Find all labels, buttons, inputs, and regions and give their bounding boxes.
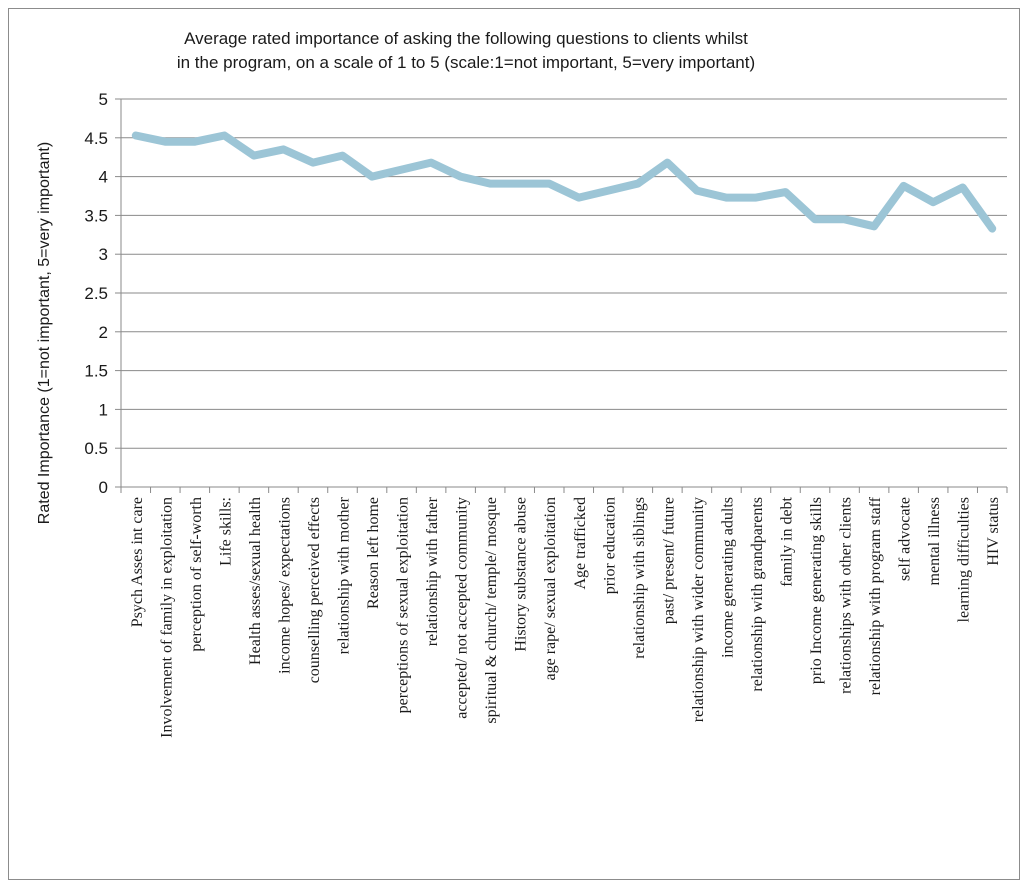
data-point <box>991 228 993 230</box>
x-tick-label: perceptions of sexual exploitation <box>395 497 412 713</box>
x-tick-label: relationship with mother <box>336 496 353 654</box>
chart-frame <box>8 8 1020 880</box>
x-tick-label: learning difficulties <box>956 497 973 622</box>
data-point <box>666 162 668 164</box>
x-tick-label: prio Income generating skills <box>808 497 825 684</box>
data-point <box>548 183 550 185</box>
data-point <box>194 141 196 143</box>
chart-title: Average rated importance of asking the f… <box>177 29 755 72</box>
data-point <box>282 148 284 150</box>
x-tick-label: Reason left home <box>365 497 382 609</box>
x-tick-label: Age trafficked <box>572 497 589 590</box>
data-point <box>401 169 403 171</box>
x-tick-label: relationship with father <box>424 496 441 646</box>
y-tick-label: 5 <box>99 90 108 109</box>
series-line <box>131 131 997 233</box>
x-tick-label: relationship with program staff <box>867 496 884 695</box>
y-tick-label: 0.5 <box>84 439 108 458</box>
x-tick-label: relationship with grandparents <box>749 497 766 692</box>
chart-title-line-2: in the program, on a scale of 1 to 5 (sc… <box>177 53 755 72</box>
y-tick-label: 0 <box>99 478 108 497</box>
y-tick-label: 3.5 <box>84 206 108 225</box>
data-point <box>312 162 314 164</box>
data-point <box>873 225 875 227</box>
y-axis-ticks: 0 0.5 1 1.5 2 2.5 3 3.5 4 4.5 5 <box>84 90 121 497</box>
data-point <box>696 190 698 192</box>
x-tick-label: past/ present/ future <box>660 497 677 624</box>
x-tick-label: Health asses/sexual health <box>247 497 264 665</box>
x-tick-label: mental illness <box>926 497 943 585</box>
x-tick-label: family in debt <box>779 496 796 586</box>
y-tick-label: 4.5 <box>84 129 108 148</box>
data-point <box>519 183 521 185</box>
data-point <box>844 218 846 220</box>
x-tick-label: counselling perceived effects <box>306 497 323 683</box>
x-tick-label: self advocate <box>897 497 914 581</box>
data-point <box>785 191 786 193</box>
data-point <box>814 218 816 220</box>
data-point <box>637 183 639 185</box>
series <box>131 131 997 233</box>
x-tick-label: Psych Asses int care <box>129 497 146 627</box>
data-point <box>135 134 137 136</box>
gridlines <box>121 98 1007 449</box>
data-point <box>903 185 905 187</box>
data-point <box>164 141 166 143</box>
y-tick-label: 1 <box>99 400 108 419</box>
data-point <box>932 201 934 203</box>
x-axis-ticks: Psych Asses int care Involvement of famil… <box>120 487 1008 738</box>
x-tick-label: prior education <box>601 497 618 594</box>
x-tick-label: Involvement of family in exploitation <box>158 497 175 738</box>
x-tick-label: relationships with other clients <box>838 497 855 694</box>
y-tick-label: 3 <box>99 245 108 264</box>
data-point <box>223 134 225 136</box>
data-point <box>371 176 373 178</box>
x-tick-label: spiritual & church/ temple/ mosque <box>483 497 500 724</box>
x-tick-label: HIV status <box>985 497 1002 566</box>
x-tick-label: income generating adults <box>719 497 736 658</box>
data-point <box>755 197 757 199</box>
y-tick-label: 4 <box>99 168 108 187</box>
data-point <box>962 186 964 188</box>
x-tick-label: accepted/ not accepted community <box>454 497 471 719</box>
data-point <box>430 162 432 164</box>
y-tick-label: 2.5 <box>84 284 108 303</box>
x-tick-label: relationship with siblings <box>631 497 648 659</box>
data-point <box>460 176 462 178</box>
y-axis-label: Rated Importance (1=not important, 5=ver… <box>36 142 53 524</box>
data-point <box>725 197 727 199</box>
y-tick-label: 2 <box>99 323 108 342</box>
x-tick-label: relationship with wider community <box>690 497 707 722</box>
x-tick-label: Life skills: <box>217 497 234 566</box>
chart-title-line-1: Average rated importance of asking the f… <box>184 29 748 48</box>
y-tick-label: 1.5 <box>84 362 108 381</box>
data-point <box>342 155 343 157</box>
data-point <box>253 155 255 157</box>
x-tick-label: History substance abuse <box>513 497 530 652</box>
data-point <box>578 197 580 199</box>
x-tick-label: perception of self-worth <box>188 497 205 652</box>
data-point <box>607 190 609 192</box>
data-point <box>489 183 491 185</box>
x-tick-label: income hopes/ expectations <box>276 497 293 674</box>
x-tick-label: age rape/ sexual exploitation <box>542 497 559 680</box>
